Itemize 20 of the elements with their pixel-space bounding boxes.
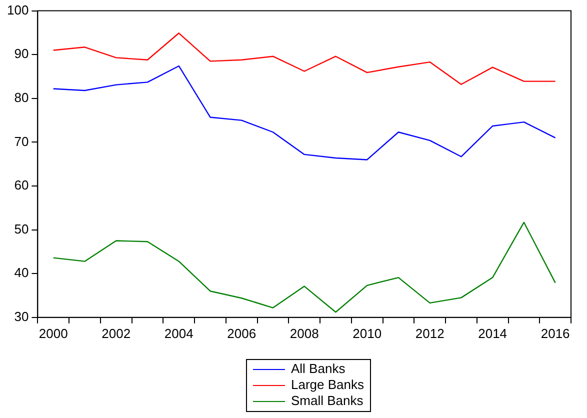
x-tick-label: 2004: [164, 326, 194, 341]
x-tick-label: 2012: [415, 326, 444, 341]
y-tick-label: 40: [14, 265, 29, 280]
x-tick-label: 2000: [38, 326, 68, 341]
x-tick-label: 2006: [227, 326, 256, 341]
y-tick-label: 70: [14, 134, 29, 149]
y-tick-label: 60: [14, 178, 29, 193]
legend-label: Large Banks: [291, 377, 364, 393]
x-tick-label: 2008: [290, 326, 319, 341]
legend-label: All Banks: [291, 361, 346, 377]
y-tick-label: 80: [14, 90, 29, 105]
legend-label: Small Banks: [291, 393, 364, 409]
y-tick-label: 30: [14, 308, 29, 324]
x-tick-label: 2014: [478, 326, 508, 341]
y-tick-label: 50: [14, 221, 29, 236]
y-tick-label: 90: [14, 46, 29, 62]
y-tick-label: 100: [6, 2, 29, 18]
x-tick-label: 2002: [102, 326, 131, 341]
x-tick-label: 2016: [540, 326, 570, 341]
x-tick-label: 2010: [352, 326, 382, 341]
